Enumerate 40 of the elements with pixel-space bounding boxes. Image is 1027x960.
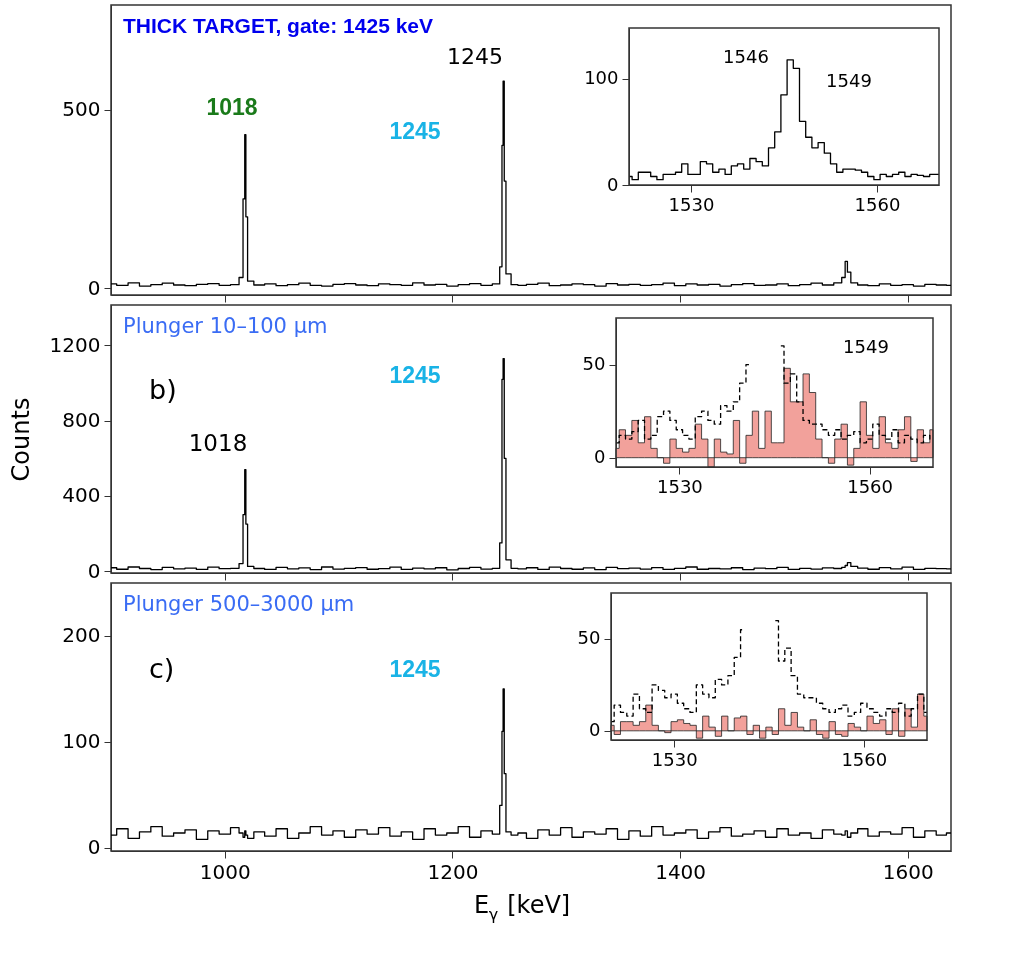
x-tick-label: 1560 xyxy=(847,475,894,497)
annotation: 1245 xyxy=(447,44,503,69)
y-tick-label: 50 xyxy=(577,627,601,649)
x-tick-label: 1200 xyxy=(427,859,479,884)
y-tick-label: 0 xyxy=(87,275,101,300)
annotation: b) xyxy=(149,374,177,405)
chart-title: THICK TARGET, gate: 1425 keV xyxy=(123,14,434,37)
y-tick-label: 800 xyxy=(62,408,101,433)
y-tick-label: 0 xyxy=(87,835,101,860)
y-tick-label: 0 xyxy=(589,719,601,741)
y-tick-label: 50 xyxy=(582,353,606,375)
y-tick-label: 1200 xyxy=(49,332,101,357)
annotation: 1018 xyxy=(188,430,248,456)
x-tick-label: 1530 xyxy=(668,193,715,215)
annotation: 1018 xyxy=(206,94,258,120)
annotation: 1549 xyxy=(826,70,872,91)
x-tick-label: 1600 xyxy=(882,859,934,884)
y-tick-label: 400 xyxy=(62,483,101,508)
annotation: 1245 xyxy=(389,362,441,388)
y-tick-label: 0 xyxy=(607,173,619,195)
annotation: 1549 xyxy=(843,336,889,357)
x-tick-label: 1530 xyxy=(656,475,703,497)
y-axis-title: Counts xyxy=(6,397,35,482)
y-tick-label: 500 xyxy=(62,97,101,122)
y-tick-label: 100 xyxy=(584,67,619,89)
y-tick-label: 0 xyxy=(594,446,606,468)
x-tick-label: 1400 xyxy=(655,859,707,884)
annotation: 1245 xyxy=(389,118,441,144)
chart-title: Plunger 10–100 µm xyxy=(123,314,328,338)
annotation: 1245 xyxy=(389,656,441,682)
y-tick-label: 200 xyxy=(62,623,101,648)
annotation: 1546 xyxy=(723,46,769,67)
x-tick-label: 1530 xyxy=(651,748,698,770)
y-tick-label: 0 xyxy=(87,558,101,583)
x-tick-label: 1560 xyxy=(841,748,888,770)
x-tick-label: 1000 xyxy=(199,859,251,884)
x-tick-label: 1560 xyxy=(854,193,901,215)
y-tick-label: 100 xyxy=(62,729,101,754)
chart-title: Plunger 500–3000 µm xyxy=(123,592,355,616)
annotation: c) xyxy=(149,653,175,684)
